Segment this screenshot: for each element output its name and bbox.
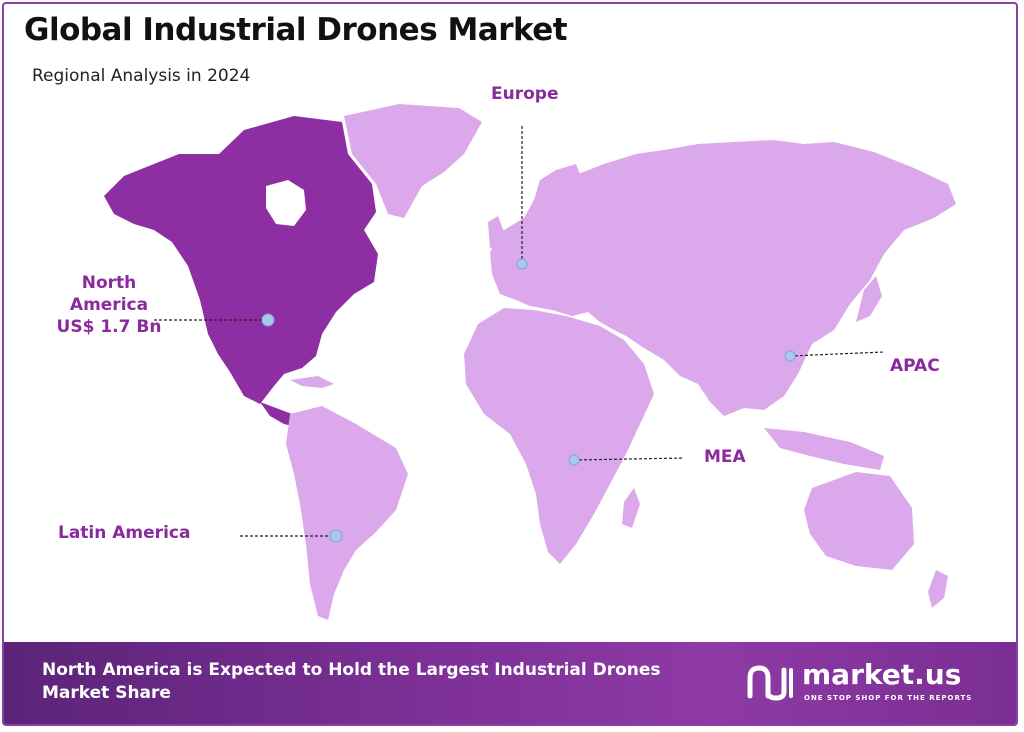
brand-name: market.us bbox=[802, 658, 962, 691]
page-title: Global Industrial Drones Market bbox=[24, 12, 568, 48]
madagascar-shape bbox=[622, 488, 640, 528]
apac-marker-icon bbox=[784, 350, 796, 362]
north-america-name-line2: America bbox=[69, 295, 149, 315]
apac-leader-line bbox=[789, 351, 885, 357]
north-america-shape bbox=[104, 116, 378, 404]
apac-label: APAC bbox=[890, 356, 940, 376]
japan-shape bbox=[856, 276, 882, 322]
brand-tagline: ONE STOP SHOP FOR THE REPORTS bbox=[804, 694, 973, 702]
footer-statement: North America is Expected to Hold the La… bbox=[42, 660, 661, 703]
hudson-bay-shape bbox=[266, 180, 306, 226]
europe-marker-icon bbox=[516, 258, 528, 270]
scandinavia-shape bbox=[534, 164, 582, 220]
north-america-islands-shape bbox=[272, 132, 314, 154]
greenland-shape bbox=[344, 104, 482, 218]
europe-label: Europe bbox=[491, 84, 559, 104]
footer-banner: North America is Expected to Hold the La… bbox=[4, 642, 1016, 724]
south-america-shape bbox=[286, 406, 408, 620]
uk-shape bbox=[488, 216, 504, 250]
new-zealand-shape bbox=[928, 570, 948, 608]
latin-america-label: Latin America bbox=[58, 523, 191, 543]
market-us-logo-icon bbox=[747, 665, 793, 701]
north-america-marker-icon bbox=[261, 313, 275, 327]
north-america-value: US$ 1.7 Bn bbox=[56, 317, 162, 337]
se-asia-islands-shape bbox=[764, 428, 884, 470]
africa-shape bbox=[464, 308, 654, 564]
north-america-label: North America US$ 1.7 Bn bbox=[54, 272, 164, 338]
world-map bbox=[104, 104, 956, 620]
mea-leader-line bbox=[573, 457, 685, 461]
mea-label: MEA bbox=[704, 447, 746, 467]
north-america-name-line1: North bbox=[81, 273, 137, 293]
australia-shape bbox=[804, 472, 914, 570]
caribbean-shape bbox=[290, 376, 334, 388]
brand-logo[interactable]: market.us ONE STOP SHOP FOR THE REPORTS bbox=[746, 658, 986, 710]
eurasia-shape bbox=[490, 140, 956, 416]
mea-marker-icon bbox=[568, 454, 580, 466]
page-subtitle: Regional Analysis in 2024 bbox=[32, 66, 251, 86]
latin-america-marker-icon bbox=[329, 529, 343, 543]
